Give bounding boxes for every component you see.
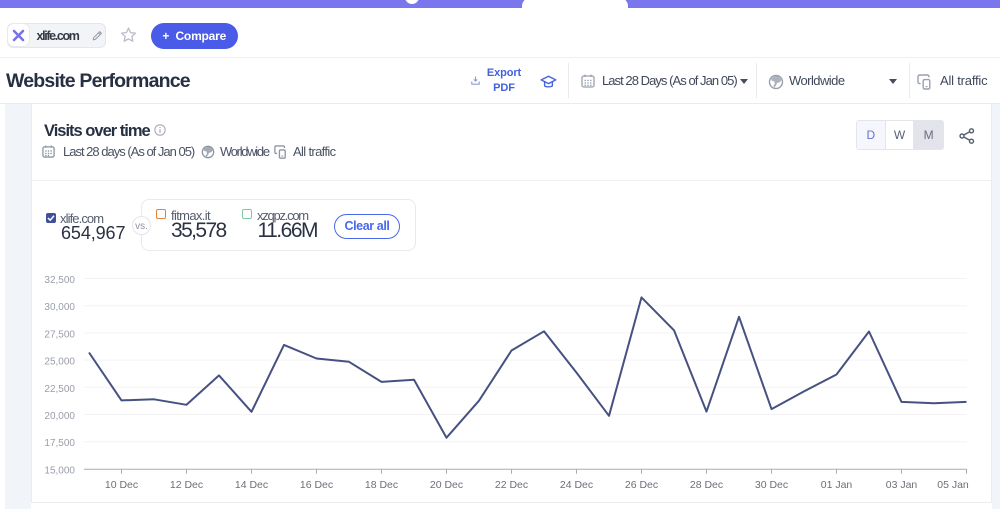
svg-text:25,000: 25,000 [44,357,75,368]
svg-text:30,000: 30,000 [44,302,75,313]
svg-text:26 Dec: 26 Dec [625,479,658,491]
svg-text:16 Dec: 16 Dec [300,479,333,491]
svg-text:30 Dec: 30 Dec [755,479,788,491]
svg-text:17,500: 17,500 [44,438,75,449]
svg-text:20 Dec: 20 Dec [430,479,463,491]
svg-text:22 Dec: 22 Dec [495,479,528,491]
svg-text:15,000: 15,000 [44,465,75,476]
svg-text:12 Dec: 12 Dec [170,479,203,491]
svg-text:28 Dec: 28 Dec [690,479,723,491]
svg-text:14 Dec: 14 Dec [235,479,268,491]
svg-text:24 Dec: 24 Dec [560,479,593,491]
svg-text:05 Jan: 05 Jan [937,479,969,491]
svg-text:22,500: 22,500 [44,384,75,395]
svg-text:10 Dec: 10 Dec [105,479,138,491]
svg-text:01 Jan: 01 Jan [821,479,853,491]
svg-text:32,500: 32,500 [44,275,75,286]
svg-text:03 Jan: 03 Jan [886,479,918,491]
svg-text:20,000: 20,000 [44,411,75,422]
svg-text:27,500: 27,500 [44,329,75,340]
svg-text:18 Dec: 18 Dec [365,479,398,491]
